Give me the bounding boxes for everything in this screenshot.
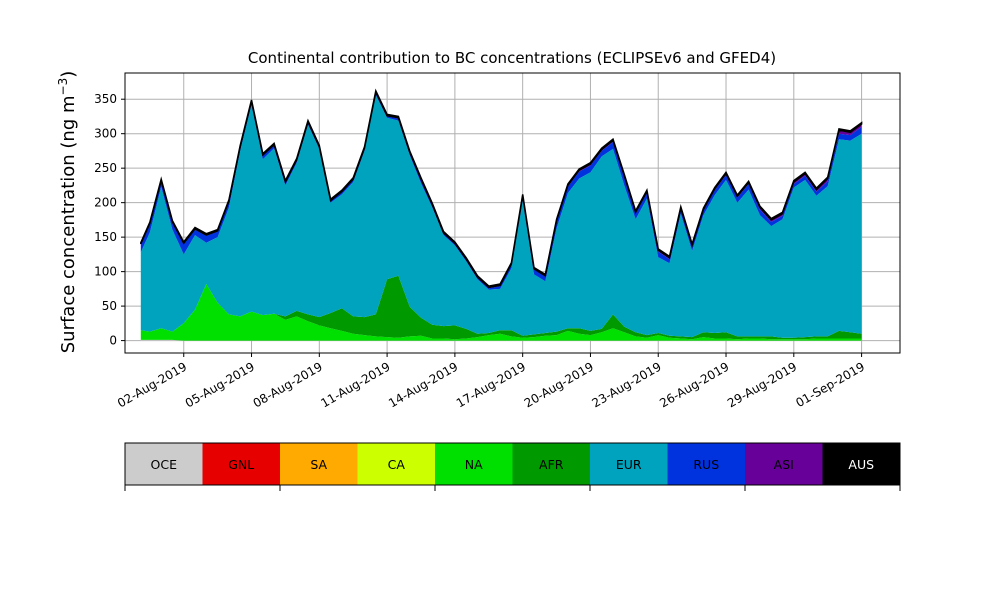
area-series-afr [140, 275, 862, 340]
y-tick-label-2: 100 [94, 265, 117, 279]
x-tick-label-7: 23-Aug-2019 [589, 359, 663, 410]
y-tick-label-3: 150 [94, 230, 117, 244]
x-tick-label-8: 26-Aug-2019 [657, 359, 731, 410]
x-axis-ticks: 02-Aug-201905-Aug-201908-Aug-201911-Aug-… [115, 353, 867, 410]
stacked-areas [140, 88, 863, 341]
y-tick-label-5: 250 [94, 161, 117, 175]
x-tick-label-2: 08-Aug-2019 [251, 359, 325, 410]
x-tick-label-5: 17-Aug-2019 [454, 359, 528, 410]
y-tick-label-1: 50 [102, 299, 117, 313]
legend-label-afr: AFR [539, 457, 564, 472]
legend-label-eur: EUR [616, 457, 642, 472]
legend-swatch-eur [590, 443, 668, 485]
legend-swatch-oce [125, 443, 203, 485]
legend-label-sa: SA [310, 457, 327, 472]
y-axis-label-superscript: −3 [56, 78, 70, 96]
x-tick-label-9: 29-Aug-2019 [725, 359, 799, 410]
legend-swatch-asi [745, 443, 823, 485]
legend-label-gnl: GNL [228, 457, 254, 472]
legend-label-oce: OCE [151, 457, 178, 472]
area-series-aus [140, 88, 863, 289]
legend-colorbar: OCE GNL SA CA NA AFR EUR RUS ASI AUS [124, 442, 901, 491]
x-tick-label-0: 02-Aug-2019 [115, 359, 189, 410]
area-series-rus [140, 93, 862, 290]
legend-label-rus: RUS [693, 457, 719, 472]
legend-swatch-aus [822, 443, 900, 485]
y-axis-ticks: 0 50 100 150 200 250 300 350 [94, 92, 125, 348]
y-tick-label-4: 200 [94, 196, 117, 210]
y-axis-label: Surface concentration (ng m−3) [56, 71, 79, 354]
legend-swatch-sa [280, 443, 358, 485]
chart-title: Continental contribution to BC concentra… [248, 49, 776, 67]
plot-frame [124, 72, 901, 354]
y-axis-label-close: ) [58, 71, 79, 78]
legend-swatch-rus [667, 443, 745, 485]
x-tick-label-1: 05-Aug-2019 [183, 359, 257, 410]
legend-swatch-na [435, 443, 513, 485]
legend-frame [124, 442, 901, 486]
y-axis-label-main: Surface concentration (ng m [58, 95, 79, 353]
area-series-eur [140, 95, 862, 338]
legend-swatch-afr [512, 443, 590, 485]
legend-label-na: NA [465, 457, 483, 472]
legend-label-aus: AUS [848, 457, 874, 472]
y-tick-label-0: 0 [109, 334, 117, 348]
y-tick-label-7: 350 [94, 92, 117, 106]
area-series-na [140, 284, 862, 341]
x-tick-label-4: 14-Aug-2019 [386, 359, 460, 410]
legend-label-ca: CA [388, 457, 406, 472]
legend-swatch-gnl [202, 443, 280, 485]
legend-swatch-ca [357, 443, 435, 485]
x-tick-label-6: 20-Aug-2019 [522, 359, 596, 410]
x-tick-label-10: 01-Sep-2019 [793, 359, 867, 410]
x-tick-label-3: 11-Aug-2019 [318, 359, 392, 410]
y-tick-label-6: 300 [94, 127, 117, 141]
legend-label-asi: ASI [774, 457, 794, 472]
